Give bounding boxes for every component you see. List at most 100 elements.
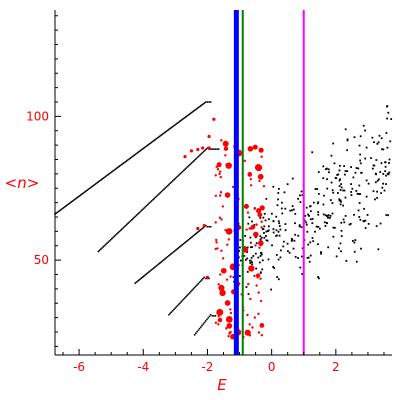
highlighted-point: [260, 220, 263, 223]
band-point: [173, 249, 176, 252]
highlighted-point: [221, 257, 225, 260]
scatter-point: [322, 203, 325, 206]
scatter-point: [260, 253, 263, 256]
highlighted-point: [225, 193, 228, 196]
scatter-point: [238, 275, 241, 277]
band-point: [206, 101, 209, 103]
scatter-point: [379, 222, 382, 225]
scatter-point: [358, 202, 361, 204]
band-point: [204, 101, 207, 103]
highlighted-point: [214, 194, 218, 198]
scatter-point: [326, 215, 328, 217]
scatter-point: [259, 217, 262, 219]
scatter-point: [309, 210, 312, 213]
band-point: [214, 148, 217, 151]
band-point: [181, 299, 184, 302]
scatter-point: [237, 256, 240, 259]
band-point: [190, 236, 192, 239]
band-point: [182, 242, 185, 245]
scatter-point: [275, 229, 278, 232]
scatter-point: [317, 201, 320, 204]
band-point: [146, 272, 149, 274]
band-point: [174, 124, 176, 126]
scatter-point: [340, 200, 342, 203]
band-point: [181, 118, 184, 121]
band-point: [162, 132, 165, 135]
scatter-point: [279, 228, 282, 231]
highlighted-point: [249, 297, 252, 301]
scatter-point: [339, 189, 342, 191]
highlighted-point: [205, 275, 210, 279]
scatter-point: [279, 249, 282, 252]
scatter-point: [331, 202, 334, 204]
highlighted-point: [244, 329, 251, 336]
highlighted-point: [216, 168, 220, 171]
band-point: [188, 113, 191, 115]
band-point: [134, 282, 137, 285]
scatter-point: [344, 215, 347, 217]
band-point: [125, 223, 128, 226]
scatter-point: [308, 214, 310, 217]
highlighted-point: [216, 308, 224, 316]
scatter-point: [301, 255, 303, 258]
scatter-point: [270, 212, 273, 215]
highlighted-point: [231, 185, 235, 189]
scatter-point: [261, 268, 264, 271]
scatter-point: [309, 241, 312, 244]
scatter-point: [333, 226, 336, 229]
band-point: [63, 205, 66, 208]
scatter-point: [340, 221, 343, 224]
scatter-point: [389, 140, 392, 143]
band-point: [140, 277, 143, 279]
band-point: [170, 126, 173, 129]
x-tick-label: 0: [268, 360, 276, 374]
band-point: [193, 286, 196, 289]
y-tick-label: 100: [26, 109, 49, 123]
highlighted-point: [215, 165, 218, 169]
band-point: [182, 117, 185, 120]
scatter-point: [332, 142, 335, 145]
scatter-point: [346, 149, 349, 152]
scatter-point: [385, 174, 387, 177]
scatter-point: [249, 236, 252, 239]
highlighted-point: [256, 208, 262, 214]
scatter-point: [326, 222, 329, 225]
band-point: [198, 229, 201, 232]
highlighted-point: [218, 172, 221, 176]
band-point: [168, 313, 170, 316]
scatter-point: [374, 181, 377, 184]
band-point: [208, 225, 210, 228]
highlighted-point: [229, 330, 232, 334]
scatter-point: [330, 154, 333, 157]
band-point: [200, 152, 203, 155]
scatter-point: [381, 186, 384, 189]
scatter-point: [311, 151, 314, 154]
scatter-point: [264, 219, 267, 222]
scatter-point: [346, 170, 349, 173]
highlighted-point: [246, 313, 249, 317]
band-point: [196, 231, 199, 234]
band-point: [70, 201, 72, 204]
band-point: [66, 204, 69, 206]
scatter-point: [297, 257, 300, 259]
scatter-point: [339, 178, 341, 181]
highlighted-point: [249, 177, 252, 181]
highlighted-point: [220, 249, 223, 252]
band-point: [206, 318, 208, 321]
band-point: [149, 142, 152, 145]
highlighted-point: [255, 164, 263, 172]
highlighted-point: [257, 291, 260, 294]
band-point: [160, 134, 163, 136]
highlighted-point: [245, 228, 248, 231]
band-point: [177, 121, 180, 124]
highlighted-point: [223, 146, 229, 151]
band-point: [78, 194, 81, 197]
band-point: [195, 157, 198, 160]
band-point: [200, 104, 202, 107]
band-point: [152, 267, 155, 269]
scatter-point: [317, 171, 320, 174]
scatter-point: [355, 260, 358, 263]
scatter-point: [271, 244, 273, 247]
band-point: [190, 162, 193, 165]
scatter-point: [255, 267, 258, 270]
